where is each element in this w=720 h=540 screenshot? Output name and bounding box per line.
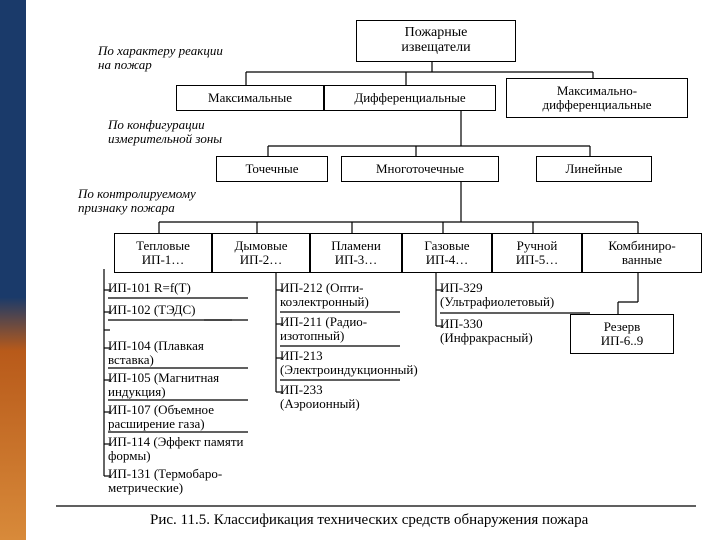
node-root: Пожарныеизвещатели — [356, 20, 516, 62]
node-r1a: Максимальные — [176, 85, 324, 111]
node-r2c: Линейные — [536, 156, 652, 182]
left-list-3: ИП-105 (Магнитнаяиндукция) — [108, 371, 278, 398]
mid-list-1: ИП-211 (Радио-изотопный) — [280, 315, 440, 342]
section-label-1: По характеру реакциина пожар — [98, 44, 308, 71]
diagram-stage: По характеру реакциина пожар По конфигур… — [26, 0, 720, 540]
node-r3d: ГазовыеИП-4… — [402, 233, 492, 273]
node-r2a: Точечные — [216, 156, 328, 182]
right-list-1: ИП-330(Инфракрасный) — [440, 317, 600, 344]
mid-list-3: ИП-233(Аэроионный) — [280, 383, 440, 410]
node-r3e: РучнойИП-5… — [492, 233, 582, 273]
left-list-4: ИП-107 (Объемноерасширение газа) — [108, 403, 278, 430]
left-list-5: ИП-114 (Эффект памятиформы) — [108, 435, 298, 462]
section-label-2: По конфигурацииизмерительной зоны — [108, 118, 318, 145]
node-r1b: Дифференциальные — [324, 85, 496, 111]
left-list-0: ИП-101 R=f(T) — [108, 281, 278, 295]
figure-caption: Рис. 11.5. Классификация технических сре… — [150, 513, 588, 529]
node-r3a: ТепловыеИП-1… — [114, 233, 212, 273]
mid-list-2: ИП-213(Электроиндукционный) — [280, 349, 490, 376]
section-label-3: По контролируемомупризнаку пожара — [78, 187, 288, 214]
left-list-2: ИП-104 (Плавкаявставка) — [108, 339, 278, 366]
left-list-6: ИП-131 (Термобаро-метрические) — [108, 467, 278, 494]
node-r3c: ПламениИП-3… — [310, 233, 402, 273]
mid-list-0: ИП-212 (Опти-коэлектронный) — [280, 281, 440, 308]
right-list-0: ИП-329(Ультрафиолетовый) — [440, 281, 620, 308]
left-color-bar — [0, 0, 26, 540]
node-r3f: Комбиниро-ванные — [582, 233, 702, 273]
left-list-1: ИП-102 (ТЭДС) — [108, 303, 278, 317]
node-r3b: ДымовыеИП-2… — [212, 233, 310, 273]
node-r2b: Многоточечные — [341, 156, 499, 182]
node-r1c: Максимально-дифференциальные — [506, 78, 688, 118]
